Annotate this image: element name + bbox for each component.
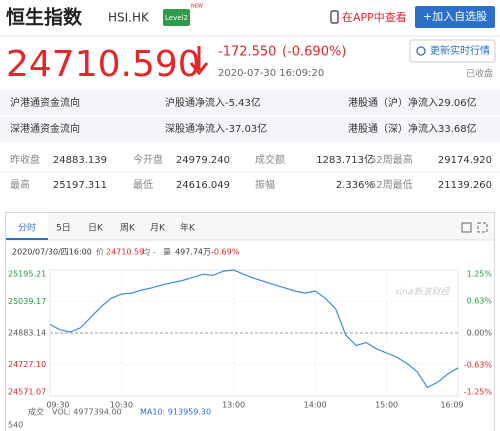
watermark: sina新浪财经 — [395, 287, 450, 298]
flow-text: 港股通（深）净流入33.68亿 — [348, 122, 477, 135]
y2-tick-label: -1.25% — [464, 388, 493, 397]
stat-value: 29174.920 — [438, 155, 492, 166]
refresh-button-bg[interactable] — [409, 39, 496, 63]
change: -172.550 — [218, 45, 276, 60]
change-pct: (-0.690%) — [282, 45, 346, 60]
stat-label: 昨收盘 — [10, 153, 40, 166]
tab[interactable]: 年K — [180, 222, 196, 234]
stat-value: 24979.240 — [176, 155, 230, 166]
expand-icon[interactable] — [461, 222, 472, 233]
info-price-label: 价 — [96, 248, 104, 257]
fullscreen-icon[interactable] — [477, 222, 488, 233]
info-avg: - — [153, 248, 156, 257]
volume-label: 成交 — [28, 407, 44, 417]
x-tick-label: 13:00 — [222, 401, 245, 410]
index-code: HSI.HK — [108, 11, 150, 25]
flow-text: 港股通（沪）净流入29.06亿 — [348, 96, 477, 109]
stat-label: 52周最高 — [370, 153, 413, 166]
flow-text: 深港通资金流向 — [10, 122, 80, 135]
stat-value: 25197.311 — [53, 180, 107, 191]
info-vol: 497.74万 — [175, 248, 211, 257]
new-tag: NEW — [191, 4, 203, 10]
flow-text: 沪股通净流入-5.43亿 — [165, 96, 261, 109]
info-pct: -0.69% — [211, 248, 240, 257]
stat-label: 最低 — [133, 178, 153, 191]
y2-tick-label: 0.63% — [467, 297, 493, 306]
info-avg-label: 均 — [142, 247, 150, 257]
stats: 昨收盘 24883.139 今开盘 24979.240 成交额 1283.713亿52周最… — [10, 153, 492, 191]
refresh-icon — [416, 46, 426, 56]
stat-value: 24883.139 — [53, 155, 107, 166]
stat-value: 21139.260 — [438, 180, 492, 191]
tab[interactable]: 分时 — [18, 222, 36, 234]
stat-label: 最高 — [10, 178, 30, 191]
tabs: 分时 5日 日K 周K 月K 年K — [6, 213, 196, 240]
info-vol-label: 量 — [163, 248, 171, 257]
tab[interactable]: 日K — [88, 223, 104, 234]
price: 24710.590 — [6, 44, 201, 85]
down-arrow — [189, 46, 209, 76]
add-button[interactable]: +加入自选股 — [423, 10, 487, 23]
plot-frame — [49, 269, 459, 397]
flows: 沪港通资金流向 沪股通净流入-5.43亿 港股通（沪）净流入29.06亿深港通资金流… — [10, 96, 477, 135]
x-tick-label: 16:09 — [440, 401, 463, 410]
price-line — [49, 269, 459, 389]
add-button-bg[interactable] — [415, 6, 495, 28]
refresh-button[interactable]: 更新实时行情 — [430, 44, 490, 57]
tab[interactable]: 周K — [120, 223, 136, 234]
x-tick-label: 15:00 — [375, 401, 398, 410]
info-price: 24710.59 — [106, 248, 144, 257]
y-tick-label: 25039.17 — [8, 297, 46, 306]
chart-info: 2020/07/30/四16:00 价 24710.59均 - 量 497.74万 -0.6… — [12, 247, 240, 257]
volume-ma10: MA10: 913959.30 — [140, 408, 211, 417]
stat-value: 24616.049 — [176, 180, 230, 191]
plot: 25195.21 25039.17 24883.14 24727.10 24571.07… — [8, 269, 493, 410]
y-tick-label: 24571.07 — [8, 388, 46, 397]
x-tick-label: 10:30 — [110, 401, 133, 410]
stat-value: 1283.713亿 — [316, 153, 374, 166]
market-status: 已收盘 — [466, 68, 493, 80]
y-tick-label: 25195.21 — [8, 270, 46, 279]
volume-vol: VOL: 4977394.00 — [52, 408, 122, 417]
level2-badge-bg — [163, 9, 190, 26]
x-tick-label: 09:30 — [46, 401, 69, 410]
x-tick-label: 14:00 — [304, 401, 327, 410]
level2-badge: Level2 — [165, 14, 188, 22]
stat-value: 2.336% — [336, 180, 374, 191]
info-date: 2020/07/30/四16:00 — [12, 248, 92, 257]
flow-text: 深股通净流入-37.03亿 — [165, 122, 267, 135]
index-title: 恒生指数 — [6, 6, 83, 29]
chart-box — [5, 212, 495, 431]
stat-label: 52周最低 — [370, 178, 413, 191]
y2-tick-label: 1.25% — [467, 270, 493, 279]
y2-tick-label: 0.00% — [467, 329, 493, 338]
stat-label: 今开盘 — [133, 153, 163, 166]
y-tick-label: 24727.10 — [8, 360, 46, 369]
flow-text: 沪港通资金流向 — [10, 96, 80, 109]
stat-label: 成交额 — [255, 153, 285, 166]
app-link[interactable]: 在APP中查看 — [342, 10, 407, 24]
phone-icon — [330, 10, 339, 24]
tabs-bg — [6, 213, 494, 240]
y2-tick-label: -0.63% — [464, 360, 493, 369]
tab-active-bg — [6, 213, 48, 240]
tab[interactable]: 5日 — [56, 223, 71, 234]
volume-axis-max: 540 — [8, 421, 23, 430]
tab[interactable]: 月K — [150, 223, 166, 234]
stat-label: 振幅 — [255, 178, 275, 191]
y-tick-label: 24883.14 — [8, 329, 46, 338]
quote-time: 2020-07-30 16:09:20 — [218, 68, 324, 79]
